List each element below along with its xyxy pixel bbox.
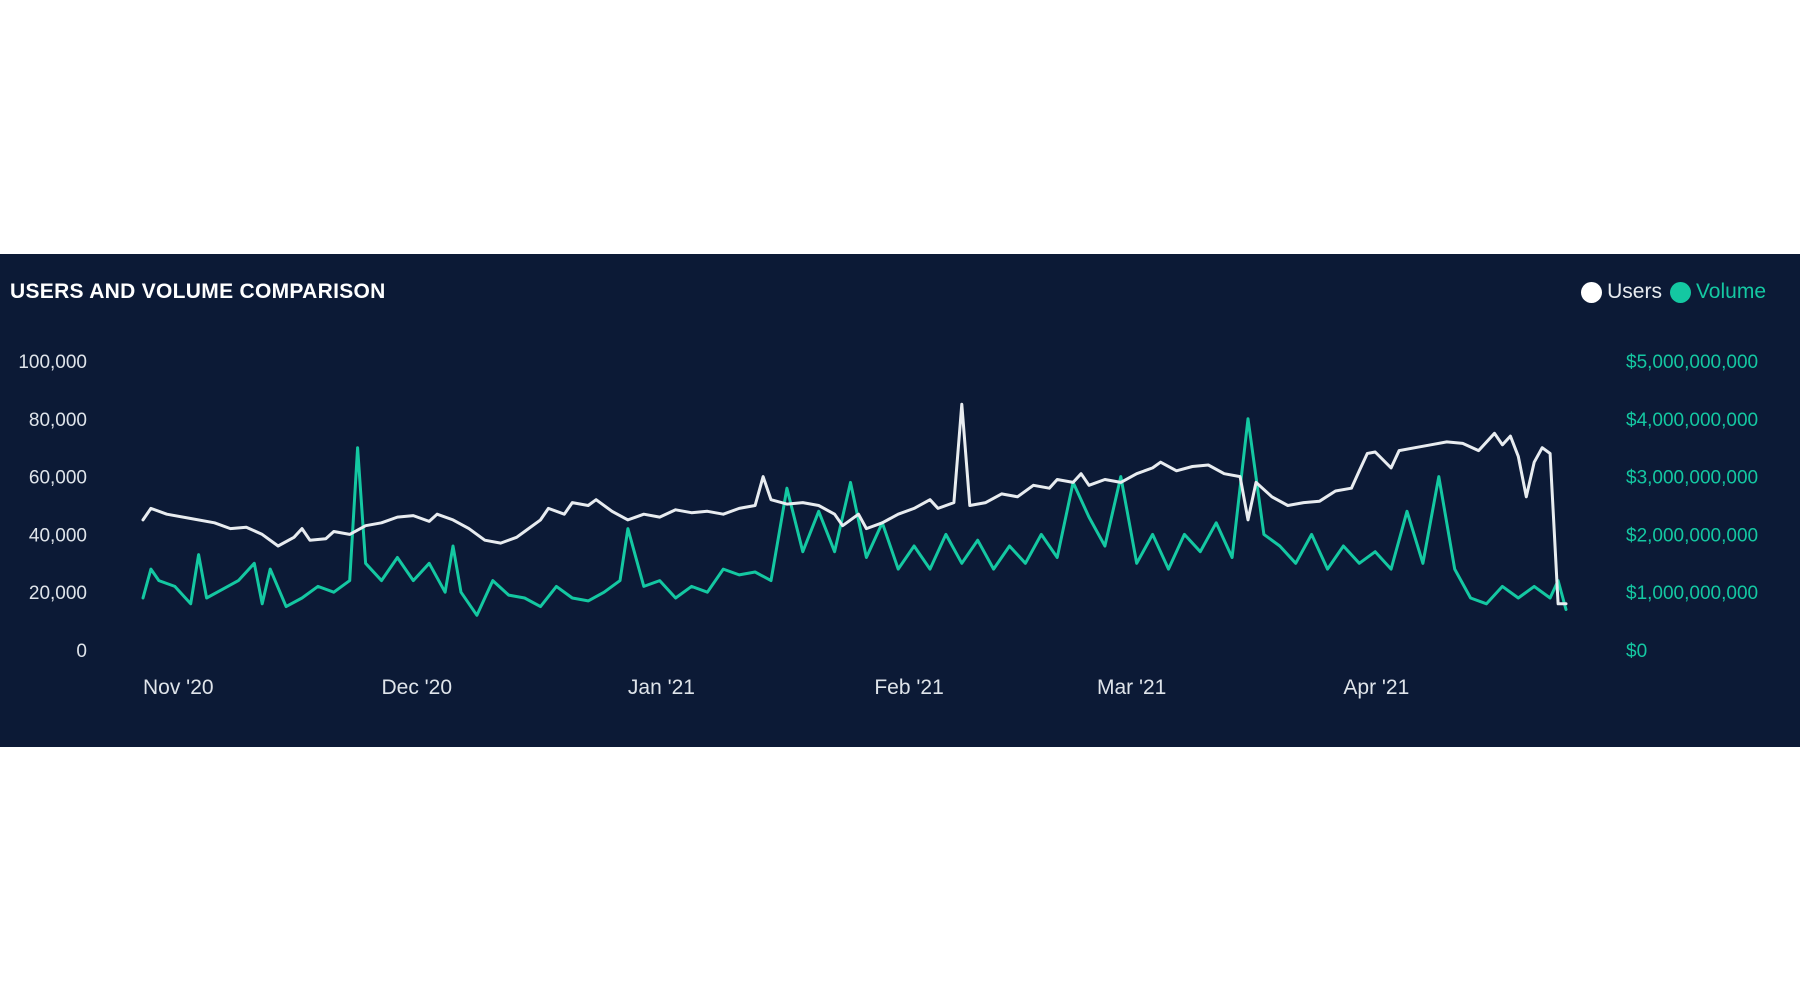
- legend-label-volume: Volume: [1695, 280, 1766, 303]
- series-line-users: [141, 402, 1568, 606]
- y-left-tick-label: 40,000: [29, 525, 87, 546]
- legend-item-volume[interactable]: Volume: [1669, 280, 1766, 304]
- legend-dot-users: [1581, 281, 1603, 303]
- y-left-tick-label: 0: [76, 641, 87, 662]
- chart-plot: 100,000 80,000 60,000 40,000 20,000 0 $5,000,0…: [18, 352, 1758, 699]
- x-tick-label: Apr '21: [1343, 676, 1409, 699]
- x-tick-label: Jan '21: [628, 676, 695, 699]
- y-left-tick-label: 60,000: [29, 468, 87, 489]
- y-right-tick-label: $2,000,000,000: [1626, 525, 1758, 546]
- x-tick-label: Feb '21: [874, 676, 943, 699]
- chart-title: USERS AND VOLUME COMPARISON: [10, 280, 386, 303]
- series-line-volume: [141, 417, 1568, 617]
- y-right-tick-label: $5,000,000,000: [1626, 352, 1758, 373]
- y-left-tick-label: 20,000: [29, 583, 87, 604]
- y-right-tick-label: $1,000,000,000: [1626, 583, 1758, 604]
- x-tick-label: Mar '21: [1097, 676, 1166, 699]
- y-right-tick-label: $4,000,000,000: [1626, 410, 1758, 431]
- y-right-tick-label: $0: [1626, 641, 1647, 662]
- y-left-tick-label: 80,000: [29, 410, 87, 431]
- x-tick-label: Dec '20: [381, 676, 452, 699]
- y-right-tick-label: $3,000,000,000: [1626, 468, 1758, 489]
- x-tick-label: Nov '20: [143, 676, 214, 699]
- legend-item-users[interactable]: Users: [1581, 280, 1662, 304]
- legend-dot-volume: [1669, 281, 1691, 303]
- chart-panel: USERS AND VOLUME COMPARISON Users Volume…: [0, 254, 1800, 747]
- legend-label-users: Users: [1607, 280, 1662, 303]
- y-left-tick-label: 100,000: [18, 352, 87, 373]
- chart-legend: Users Volume: [1581, 280, 1766, 304]
